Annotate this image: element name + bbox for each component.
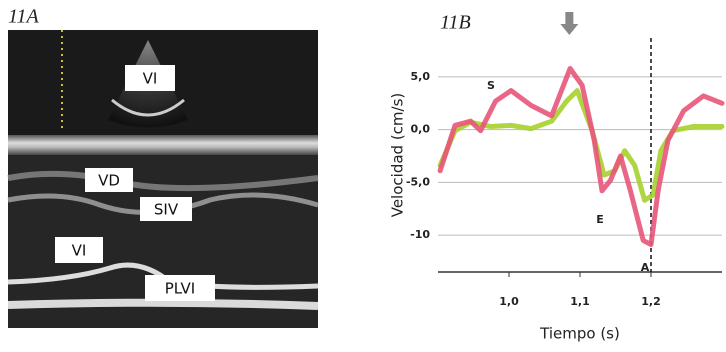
label-text: VI (72, 242, 87, 260)
annotation: S (487, 79, 495, 92)
panel-label: 11B (440, 12, 471, 34)
figure: 11A VI VD SIV VI PLVI 11B Tiempo (s) Velocid… (0, 0, 726, 348)
label-text: SIV (154, 201, 179, 219)
arrow (560, 12, 578, 35)
y-tick-label: -10 (410, 228, 430, 241)
annotation: E (596, 213, 604, 226)
panel-label: 11A (8, 6, 40, 28)
label-text: VD (98, 172, 120, 190)
annotation: A (641, 261, 650, 274)
x-tick-label: 1,2 (641, 295, 661, 308)
label-text: PLVI (165, 280, 195, 298)
y-tick-label: 5,0 (411, 70, 431, 83)
series-line (440, 91, 722, 201)
y-tick-label: 0,0 (411, 123, 431, 136)
label-text: VI (143, 70, 158, 88)
x-tick-label: 1,1 (570, 295, 590, 308)
x-axis-title: Tiempo (s) (539, 325, 620, 343)
page: {"panel_a": {"label": "11A", "labels": [… (0, 0, 726, 348)
y-axis-title: Velocidad (cm/s) (389, 93, 407, 218)
x-tick-label: 1,0 (499, 295, 519, 308)
y-tick-label: -5,0 (406, 175, 430, 188)
